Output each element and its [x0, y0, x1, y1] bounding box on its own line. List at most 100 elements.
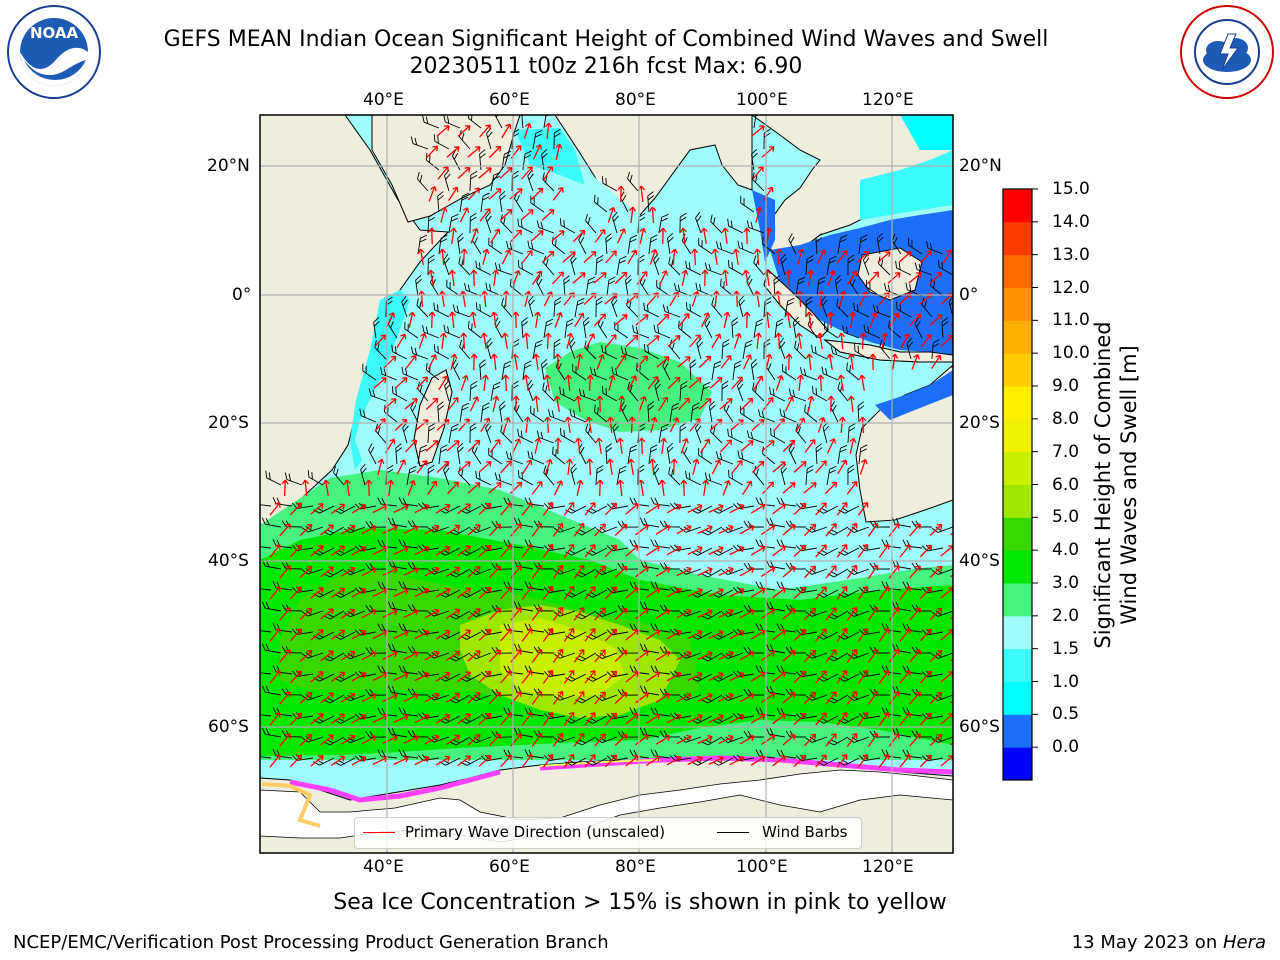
wave-arrow	[479, 208, 491, 222]
wave-arrow	[467, 482, 481, 494]
wind-barb	[395, 443, 402, 465]
wave-arrow	[543, 291, 554, 307]
wave-arrow	[531, 481, 543, 495]
wave-arrow	[521, 585, 533, 600]
wave-arrow	[761, 440, 775, 452]
wave-arrow	[857, 627, 869, 642]
wave-arrow	[635, 314, 649, 326]
wave-arrow	[576, 479, 584, 496]
wind-barb	[469, 170, 478, 192]
wind-barb	[457, 233, 464, 255]
wave-arrow	[909, 649, 921, 663]
wind-barb	[532, 129, 543, 150]
wave-arrow	[614, 691, 628, 704]
wave-arrow	[878, 543, 890, 558]
wind-barb	[626, 298, 639, 318]
colorbar-label: 8.0	[1052, 408, 1080, 429]
wind-barb	[391, 344, 408, 360]
wave-arrow	[403, 566, 419, 577]
wave-arrow	[760, 734, 776, 745]
wind-barb	[782, 363, 797, 381]
wave-arrow	[414, 755, 430, 766]
wave-arrow	[700, 312, 711, 328]
wave-arrow	[450, 353, 458, 370]
wave-arrow	[446, 146, 460, 158]
wave-arrow	[645, 671, 661, 683]
lon-label-top: 80°E	[615, 90, 656, 110]
wave-arrow	[500, 670, 512, 684]
wave-arrow	[361, 734, 377, 745]
wind-barb	[387, 685, 408, 696]
wave-arrow	[729, 503, 745, 514]
wave-arrow	[909, 523, 921, 537]
wave-arrow	[428, 311, 436, 329]
wave-arrow	[478, 712, 492, 725]
wave-arrow	[322, 479, 330, 496]
wave-arrow	[731, 376, 743, 390]
wave-arrow	[310, 671, 324, 683]
wave-arrow	[826, 438, 837, 454]
wave-arrow	[405, 439, 418, 453]
wave-arrow	[793, 712, 807, 725]
wave-arrow	[878, 711, 890, 726]
wave-arrow	[408, 311, 416, 328]
wave-arrow	[594, 649, 606, 663]
wind-barb	[553, 338, 561, 360]
wind-barb	[879, 339, 891, 360]
wind-barb	[652, 463, 660, 486]
wind-barb	[499, 191, 506, 213]
wave-arrow	[760, 650, 776, 661]
wave-arrow	[596, 395, 604, 413]
wave-arrow	[403, 524, 419, 535]
wave-arrow	[627, 375, 638, 391]
legend-wave-label: Primary Wave Direction (unscaled)	[405, 823, 666, 841]
colorbar-label: 1.0	[1052, 671, 1080, 692]
wave-arrow	[269, 670, 281, 684]
wind-barb	[830, 346, 849, 360]
wind-barb	[632, 325, 650, 339]
wave-arrow	[393, 671, 409, 681]
wind-barb	[820, 295, 828, 318]
colorbar-label: 1.5	[1052, 638, 1080, 659]
wave-arrow	[687, 545, 703, 556]
lon-label-top: 60°E	[489, 90, 530, 110]
wind-barb	[653, 253, 660, 276]
wave-arrow	[666, 503, 682, 514]
wind-barb	[301, 736, 324, 743]
wave-arrow	[425, 397, 439, 411]
wave-arrow	[393, 755, 409, 765]
wind-barb	[601, 344, 618, 360]
wave-arrow	[552, 648, 564, 663]
wave-arrow	[700, 227, 708, 244]
wave-arrow	[836, 585, 848, 600]
wave-arrow	[340, 692, 356, 703]
wave-arrow	[542, 501, 554, 516]
wave-arrow	[709, 377, 723, 389]
lon-label-bottom: 120°E	[862, 857, 914, 877]
wave-arrow	[382, 650, 398, 660]
wave-arrow	[310, 587, 324, 599]
wave-arrow	[489, 439, 501, 453]
wave-arrow	[573, 690, 585, 705]
wave-arrow	[919, 586, 933, 600]
wave-arrow	[393, 545, 409, 555]
wave-arrow	[846, 522, 858, 537]
wave-arrow	[887, 272, 901, 284]
wave-arrow	[815, 460, 827, 474]
wave-arrow	[320, 566, 334, 578]
wave-arrow	[888, 564, 900, 579]
wind-barb	[647, 401, 655, 423]
wind-barb	[553, 610, 576, 617]
wave-arrow	[636, 355, 649, 369]
wind-barb	[448, 423, 459, 444]
wave-arrow	[330, 755, 346, 767]
wave-arrow	[751, 419, 765, 431]
wave-arrow	[729, 671, 745, 682]
wind-barb	[563, 275, 570, 297]
wind-barb	[847, 254, 855, 276]
wave-arrow	[666, 587, 682, 598]
wave-arrow	[805, 353, 813, 371]
wave-arrow	[942, 249, 953, 265]
wind-barb	[541, 358, 548, 381]
wave-arrow	[299, 607, 313, 620]
